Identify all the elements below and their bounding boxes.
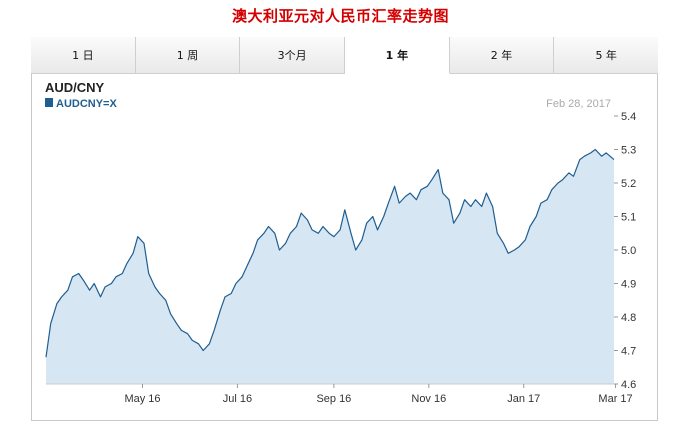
legend-label: AUDCNY=X	[56, 98, 117, 110]
series-line	[45, 148, 615, 358]
x-tick-label: Mar 17	[598, 393, 632, 405]
chart-area: AUD/CNY AUDCNY=X Feb 28, 2017 4.6 4.7 4.8 4…	[31, 74, 658, 421]
x-tick-label: Jan 17	[507, 393, 540, 405]
x-tick-label: Nov 16	[411, 393, 446, 405]
y-tick-label: 5.2	[621, 178, 636, 190]
y-tick-label: 5.3	[621, 145, 636, 157]
x-axis: May 16 Jul 16 Sep 16 Nov 16 Jan 17 Mar 17	[124, 384, 633, 405]
x-tick-label: May 16	[124, 393, 160, 405]
range-tabs: 1 日 1 周 3个月 1 年 2 年 5 年	[31, 37, 659, 74]
y-axis: 4.6 4.7 4.8 4.9 5.0 5.1 5.2 5.3 5.4	[614, 111, 636, 391]
chart-date: Feb 28, 2017	[546, 98, 611, 110]
y-tick-label: 4.9	[621, 279, 636, 291]
chart-title: AUD/CNY	[45, 80, 105, 95]
tab-1-year[interactable]: 1 年	[345, 37, 450, 74]
plot-area	[45, 148, 615, 385]
legend-swatch	[45, 98, 53, 107]
y-tick-label: 5.0	[621, 245, 636, 257]
tab-1-week[interactable]: 1 周	[135, 37, 241, 74]
x-tick-label: Jul 16	[223, 393, 252, 405]
tab-3-months[interactable]: 3个月	[240, 37, 346, 74]
tab-1-day[interactable]: 1 日	[31, 37, 136, 74]
tab-2-years[interactable]: 2 年	[449, 37, 555, 74]
y-tick-label: 5.1	[621, 212, 636, 224]
page-title: 澳大利亚元对人民币汇率走势图	[231, 7, 449, 25]
price-chart: AUD/CNY AUDCNY=X Feb 28, 2017 4.64.74.84…	[45, 80, 636, 405]
y-tick-label: 4.8	[621, 312, 636, 324]
y-tick-label: 4.7	[621, 346, 636, 358]
y-tick-label: 5.4	[621, 111, 636, 123]
y-tick-label: 4.6	[621, 379, 636, 391]
series-area-fill	[46, 149, 614, 384]
tab-5-years[interactable]: 5 年	[554, 37, 659, 74]
x-tick-label: Sep 16	[316, 393, 351, 405]
